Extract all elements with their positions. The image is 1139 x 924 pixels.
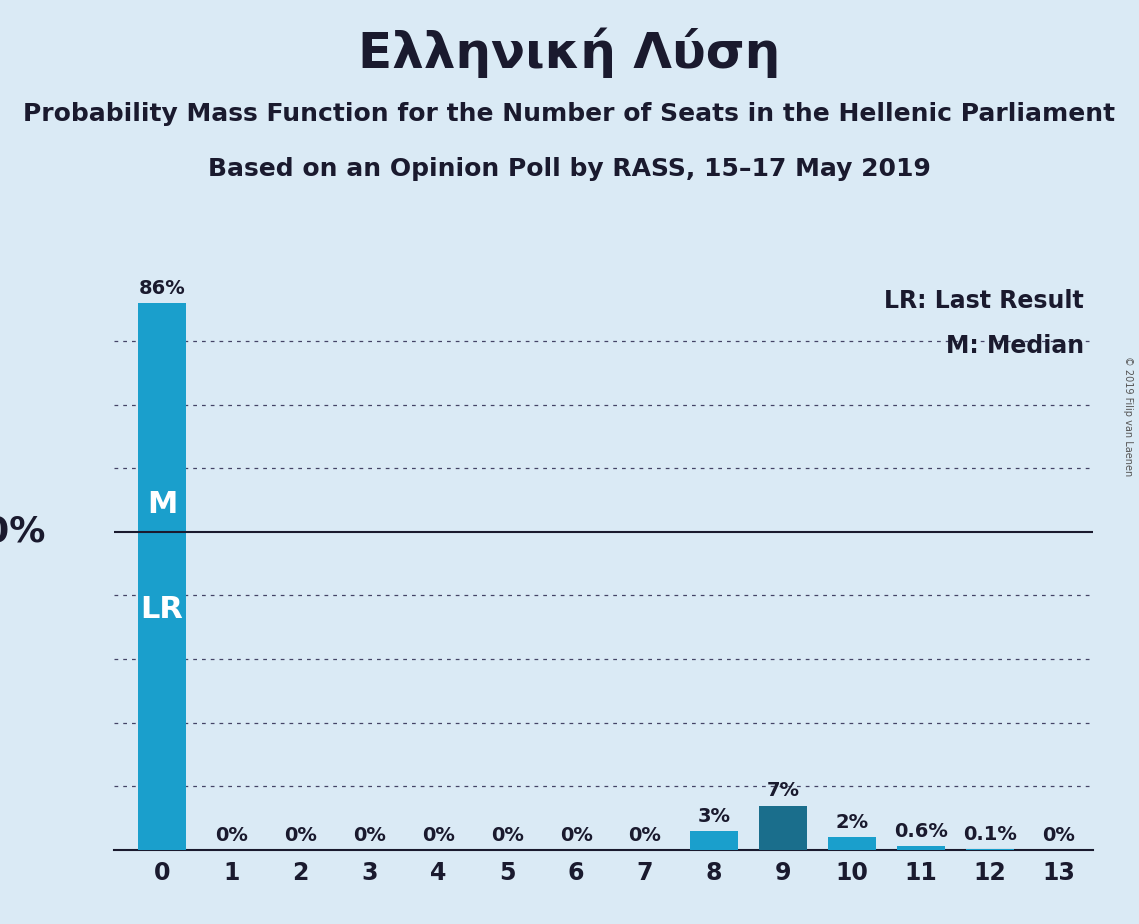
Text: 0.1%: 0.1% (964, 825, 1017, 845)
Text: 2%: 2% (835, 813, 869, 833)
Bar (759, 806, 808, 850)
Text: 0.6%: 0.6% (894, 822, 948, 841)
Text: 3%: 3% (697, 807, 730, 826)
Text: 0%: 0% (491, 826, 524, 845)
Text: 7%: 7% (767, 782, 800, 800)
Text: 0%: 0% (559, 826, 592, 845)
Text: Based on an Opinion Poll by RASS, 15–17 May 2019: Based on an Opinion Poll by RASS, 15–17 … (208, 157, 931, 181)
Bar (896, 846, 945, 850)
Text: 0%: 0% (284, 826, 317, 845)
Bar (828, 837, 876, 850)
Bar (138, 303, 187, 850)
Text: LR: LR (141, 595, 183, 625)
Text: 50%: 50% (0, 515, 46, 549)
Text: Ελληνική Λύση: Ελληνική Λύση (359, 28, 780, 79)
Text: LR: Last Result: LR: Last Result (884, 288, 1083, 312)
Text: 0%: 0% (1042, 826, 1075, 845)
Text: Probability Mass Function for the Number of Seats in the Hellenic Parliament: Probability Mass Function for the Number… (24, 102, 1115, 126)
Text: 0%: 0% (215, 826, 247, 845)
Text: 0%: 0% (353, 826, 386, 845)
Text: 86%: 86% (139, 278, 186, 298)
Text: 0%: 0% (421, 826, 454, 845)
Text: M: Median: M: Median (945, 334, 1083, 359)
Bar (690, 831, 738, 850)
Text: M: M (147, 490, 178, 519)
Text: © 2019 Filip van Laenen: © 2019 Filip van Laenen (1123, 356, 1133, 476)
Text: 0%: 0% (629, 826, 662, 845)
